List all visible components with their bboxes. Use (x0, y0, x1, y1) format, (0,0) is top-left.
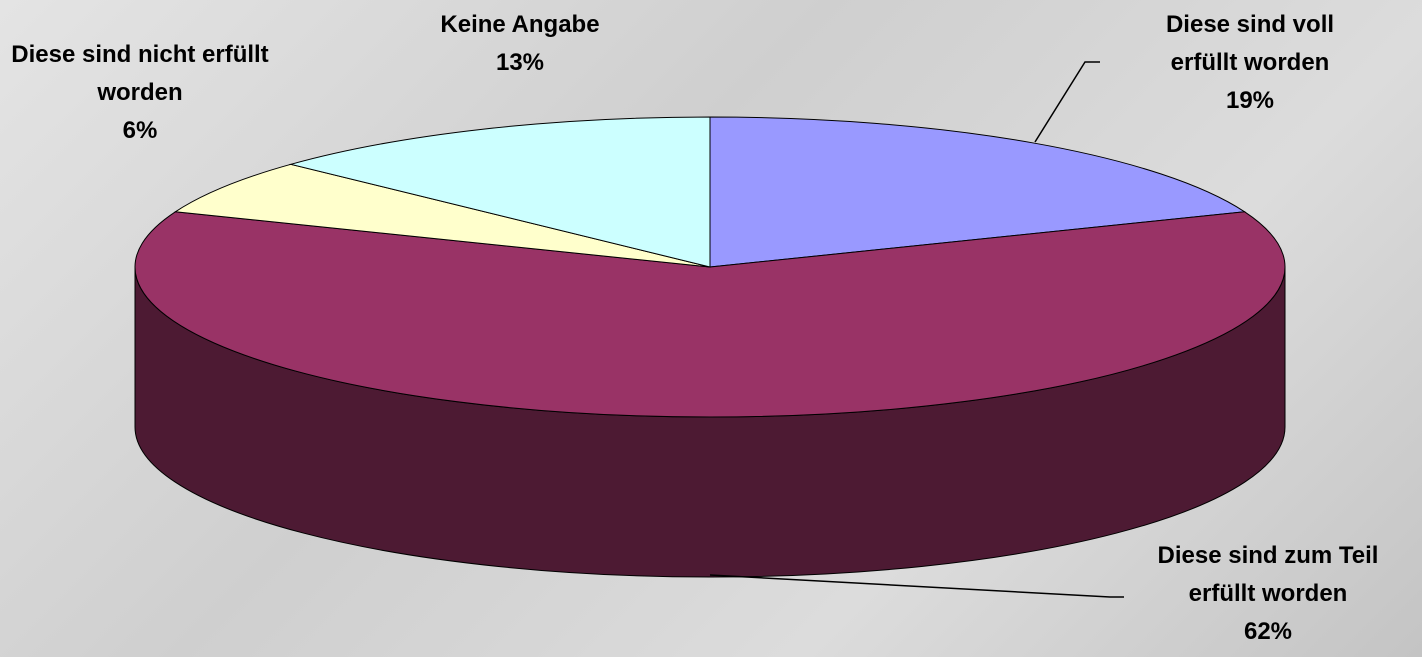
value-label: 62% (1123, 613, 1413, 651)
leader-line (710, 575, 1124, 597)
category-name: Diese sind zum Teil erfüllt worden (1123, 537, 1413, 613)
value-label: 19% (1130, 82, 1370, 120)
category-name: Diese sind nicht erfüllt worden (5, 36, 275, 112)
category-name: Keine Angabe (400, 6, 640, 44)
leader-line (1035, 62, 1100, 142)
value-label: 13% (400, 44, 640, 82)
chart: Diese sind voll erfüllt worden19%Diese s… (0, 0, 1422, 657)
value-label: 6% (5, 112, 275, 150)
category-name: Diese sind voll erfüllt worden (1130, 6, 1370, 82)
